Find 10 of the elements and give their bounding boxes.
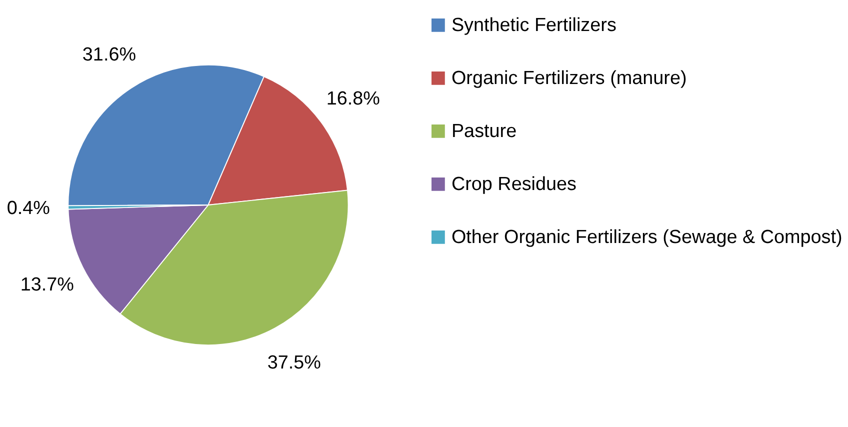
legend-label: Other Organic Fertilizers (Sewage & Compost) bbox=[451, 226, 842, 248]
legend-label: Crop Residues bbox=[451, 174, 577, 195]
legend-label: Synthetic Fertilizers bbox=[451, 14, 616, 36]
legend-label: Pasture bbox=[451, 120, 517, 142]
data-label: 37.5% bbox=[267, 352, 322, 374]
data-label: 16.8% bbox=[326, 88, 380, 110]
legend-label: Organic Fertilizers (manure) bbox=[451, 68, 687, 89]
data-label: 31.6% bbox=[82, 44, 136, 66]
data-label: 13.7% bbox=[20, 274, 74, 296]
data-label: 0.4% bbox=[6, 198, 50, 219]
